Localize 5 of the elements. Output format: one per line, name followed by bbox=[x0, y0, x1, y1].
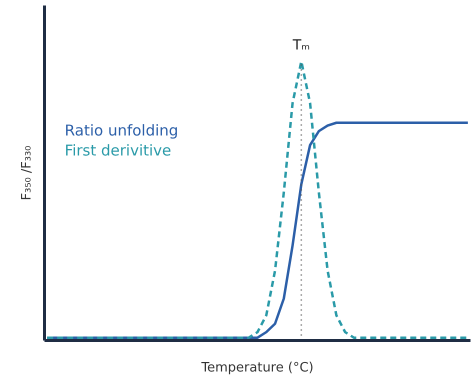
text: Ratio unfolding bbox=[64, 122, 178, 140]
x-axis-title: Temperature (°C) bbox=[200, 360, 314, 376]
y-axis-title: F₃₅₀ /F₃₃₀ bbox=[20, 146, 34, 200]
text: Tₘ bbox=[292, 37, 310, 54]
text: First derivitive bbox=[64, 142, 172, 160]
